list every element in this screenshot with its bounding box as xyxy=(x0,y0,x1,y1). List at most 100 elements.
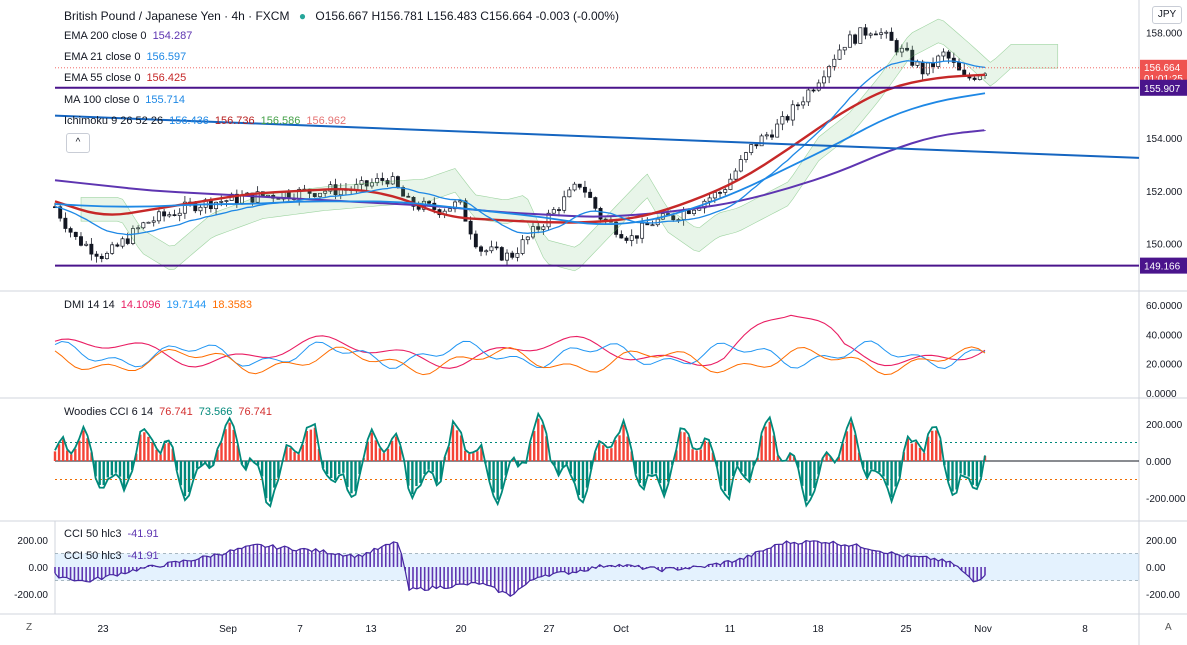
current-price-label: 156.664 xyxy=(1144,63,1181,74)
candle-body xyxy=(525,236,530,241)
candle-body xyxy=(89,243,94,255)
ichimoku-v1: 156.436 xyxy=(169,115,209,127)
time-tick-label: Oct xyxy=(613,624,629,635)
woodies-tick-label: -200.000 xyxy=(1146,494,1186,505)
currency-selector[interactable]: JPY xyxy=(1152,6,1182,24)
ema55-legend[interactable]: EMA 55 close 0 156.425 xyxy=(64,72,192,84)
ema55-label: EMA 55 close 0 xyxy=(64,72,141,84)
symbol-title: British Pound / Japanese Yen · 4h · FXCM xyxy=(64,9,290,23)
auto-scale-button[interactable]: A xyxy=(1165,622,1172,633)
time-tick-label: 8 xyxy=(1082,624,1088,635)
candle-body xyxy=(899,47,904,53)
ema21-legend[interactable]: EMA 21 close 0 156.597 xyxy=(64,51,192,63)
candle-body xyxy=(598,207,603,220)
candle-body xyxy=(946,51,951,59)
level-tag-label: 149.166 xyxy=(1144,262,1181,273)
ichimoku-v4: 156.962 xyxy=(306,115,347,127)
dmi-legend[interactable]: DMI 14 14 14.1096 19.7144 18.3583 xyxy=(64,299,258,311)
cci-right-tick-label: 0.00 xyxy=(1146,563,1166,574)
ema21-line xyxy=(54,60,986,236)
candle-body xyxy=(115,244,120,247)
time-tick-label: 23 xyxy=(97,624,109,635)
ma-line-0 xyxy=(54,129,986,218)
candle-body xyxy=(796,104,800,107)
candle-body xyxy=(146,221,151,224)
cci-line xyxy=(54,539,986,597)
candle-body xyxy=(577,183,582,188)
candle-body xyxy=(453,201,458,210)
candle-body xyxy=(172,214,177,216)
dmi-tick-label: 40.0000 xyxy=(1146,330,1183,341)
candle-body xyxy=(156,211,161,222)
woodies-v2: 73.566 xyxy=(198,406,233,418)
candle-body xyxy=(718,192,722,194)
cci-right-tick-label: -200.00 xyxy=(1146,590,1180,601)
candle-body xyxy=(130,228,135,244)
candle-body xyxy=(671,215,676,221)
candle-body xyxy=(505,252,509,261)
axes: 158.000156.000154.000152.000150.000156.6… xyxy=(14,29,1187,635)
candle-body xyxy=(832,58,837,67)
candle-body xyxy=(593,197,598,209)
candle-body xyxy=(484,250,489,253)
candle-body xyxy=(312,193,317,197)
candle-body xyxy=(759,135,764,147)
dmi-tick-label: 0.0000 xyxy=(1146,389,1177,400)
candle-body xyxy=(562,196,567,211)
candle-body xyxy=(588,191,593,198)
candle-body xyxy=(749,144,754,153)
candle-body xyxy=(385,180,390,185)
ma100-value: 155.714 xyxy=(145,94,185,106)
candle-body xyxy=(827,66,832,78)
candle-body xyxy=(837,49,842,60)
ma-line-2 xyxy=(54,92,986,226)
cci-pane xyxy=(54,539,1139,597)
candle-body xyxy=(68,228,73,233)
candle-body xyxy=(931,62,935,67)
candle-body xyxy=(120,238,125,247)
candle-body xyxy=(177,212,182,216)
cci-label-2: CCI 50 hlc3 xyxy=(64,550,122,562)
ema200-legend[interactable]: EMA 200 close 0 154.287 xyxy=(64,30,198,42)
candle-body xyxy=(473,233,478,248)
woodies-legend[interactable]: Woodies CCI 6 14 76.741 73.566 76.741 xyxy=(64,406,278,418)
woodies-v3: 76.741 xyxy=(238,406,273,418)
cci-legend[interactable]: CCI 50 hlc3 -41.91 xyxy=(64,528,165,540)
dmi-tick-label: 20.0000 xyxy=(1146,360,1183,371)
candle-body xyxy=(744,152,748,160)
candle-body xyxy=(650,224,655,227)
candle-body xyxy=(936,55,941,67)
cci-label: CCI 50 hlc3 xyxy=(64,528,122,540)
candle-body xyxy=(790,104,795,121)
dmi-pane xyxy=(54,314,986,376)
candle-body xyxy=(806,89,811,103)
candle-body xyxy=(546,212,551,228)
candle-body xyxy=(328,184,333,192)
candle-body xyxy=(401,187,406,197)
di-minus-line xyxy=(54,346,986,376)
time-tick-label: 11 xyxy=(725,624,736,635)
ichimoku-cloud xyxy=(80,18,1059,272)
candle-body xyxy=(110,244,115,254)
cci-left-tick-label: 0.00 xyxy=(29,563,49,574)
collapse-legend-button[interactable]: ^ xyxy=(66,133,90,153)
candle-body xyxy=(889,31,894,41)
candle-body xyxy=(816,82,821,91)
candle-body xyxy=(645,222,650,226)
time-tick-label: 20 xyxy=(455,624,467,635)
ichimoku-legend[interactable]: Ichimoku 9 26 52 26 156.436 156.736 156.586… xyxy=(64,115,352,127)
ema200-label: EMA 200 close 0 xyxy=(64,30,147,42)
candle-body xyxy=(557,209,561,211)
candle-body xyxy=(531,226,535,238)
candle-body xyxy=(801,101,806,106)
candle-body xyxy=(785,116,790,121)
candle-body xyxy=(863,27,868,36)
candle-body xyxy=(733,170,738,180)
candle-body xyxy=(873,33,878,36)
candle-body xyxy=(79,236,83,246)
level-tag-label: 155.907 xyxy=(1144,84,1181,95)
ma100-legend[interactable]: MA 100 close 0 155.714 xyxy=(64,94,191,106)
ema55-value: 156.425 xyxy=(146,72,187,84)
timezone-button[interactable]: Z xyxy=(26,622,33,633)
candle-body xyxy=(182,201,187,214)
